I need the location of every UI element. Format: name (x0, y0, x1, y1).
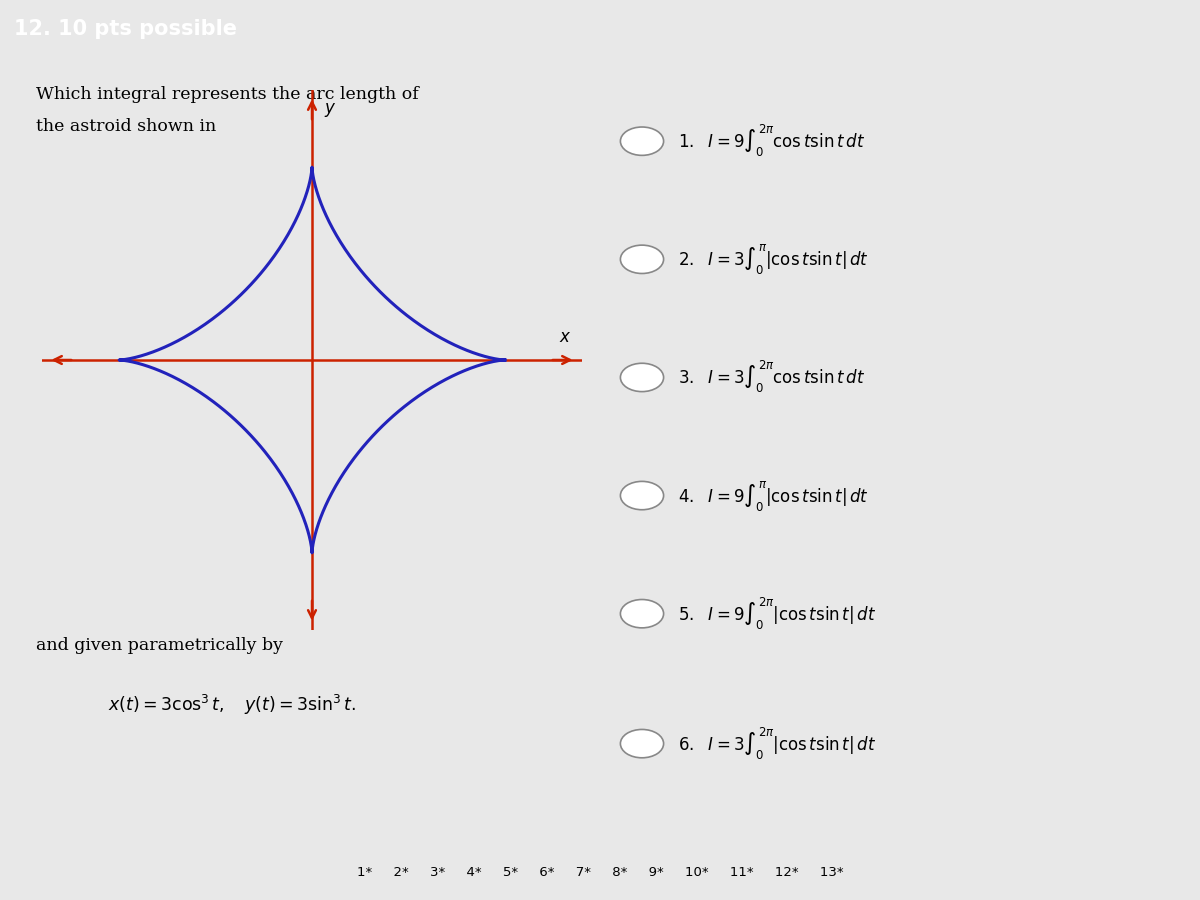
Text: $4.\ \ I = 9\int_{0}^{\pi} |\cos t \sin t|\, dt$: $4.\ \ I = 9\int_{0}^{\pi} |\cos t \sin … (678, 479, 869, 513)
Text: 12. 10 pts possible: 12. 10 pts possible (14, 19, 238, 40)
Text: $x$: $x$ (559, 329, 572, 346)
Text: 1*     2*     3*     4*     5*     6*     7*     8*     9*     10*     11*     1: 1* 2* 3* 4* 5* 6* 7* 8* 9* 10* 11* 1 (356, 867, 844, 879)
Text: $y$: $y$ (324, 101, 336, 119)
Text: $x(t) = 3\cos^3 t, \quad y(t) = 3\sin^3 t.$: $x(t) = 3\cos^3 t, \quad y(t) = 3\sin^3 … (108, 692, 356, 716)
Circle shape (620, 245, 664, 274)
Text: $3.\ \ I = 3\int_{0}^{2\pi} \cos t \sin t\, dt$: $3.\ \ I = 3\int_{0}^{2\pi} \cos t \sin … (678, 359, 865, 395)
Circle shape (620, 599, 664, 628)
Text: $5.\ \ I = 9\int_{0}^{2\pi} |\cos t \sin t|\, dt$: $5.\ \ I = 9\int_{0}^{2\pi} |\cos t \sin… (678, 596, 876, 632)
Circle shape (620, 482, 664, 509)
Text: $6.\ \ I = 3\int_{0}^{2\pi} |\cos t \sin t|\, dt$: $6.\ \ I = 3\int_{0}^{2\pi} |\cos t \sin… (678, 725, 876, 761)
Circle shape (620, 364, 664, 392)
Circle shape (620, 729, 664, 758)
Circle shape (620, 127, 664, 156)
Text: $1.\ \ I = 9\int_{0}^{2\pi} \cos t \sin t\, dt$: $1.\ \ I = 9\int_{0}^{2\pi} \cos t \sin … (678, 123, 865, 159)
Text: $2.\ \ I = 3\int_{0}^{\pi} |\cos t \sin t|\, dt$: $2.\ \ I = 3\int_{0}^{\pi} |\cos t \sin … (678, 242, 869, 276)
Text: and given parametrically by: and given parametrically by (36, 637, 283, 654)
Text: the astroid shown in: the astroid shown in (36, 118, 216, 135)
Text: Which integral represents the arc length of: Which integral represents the arc length… (36, 86, 419, 104)
